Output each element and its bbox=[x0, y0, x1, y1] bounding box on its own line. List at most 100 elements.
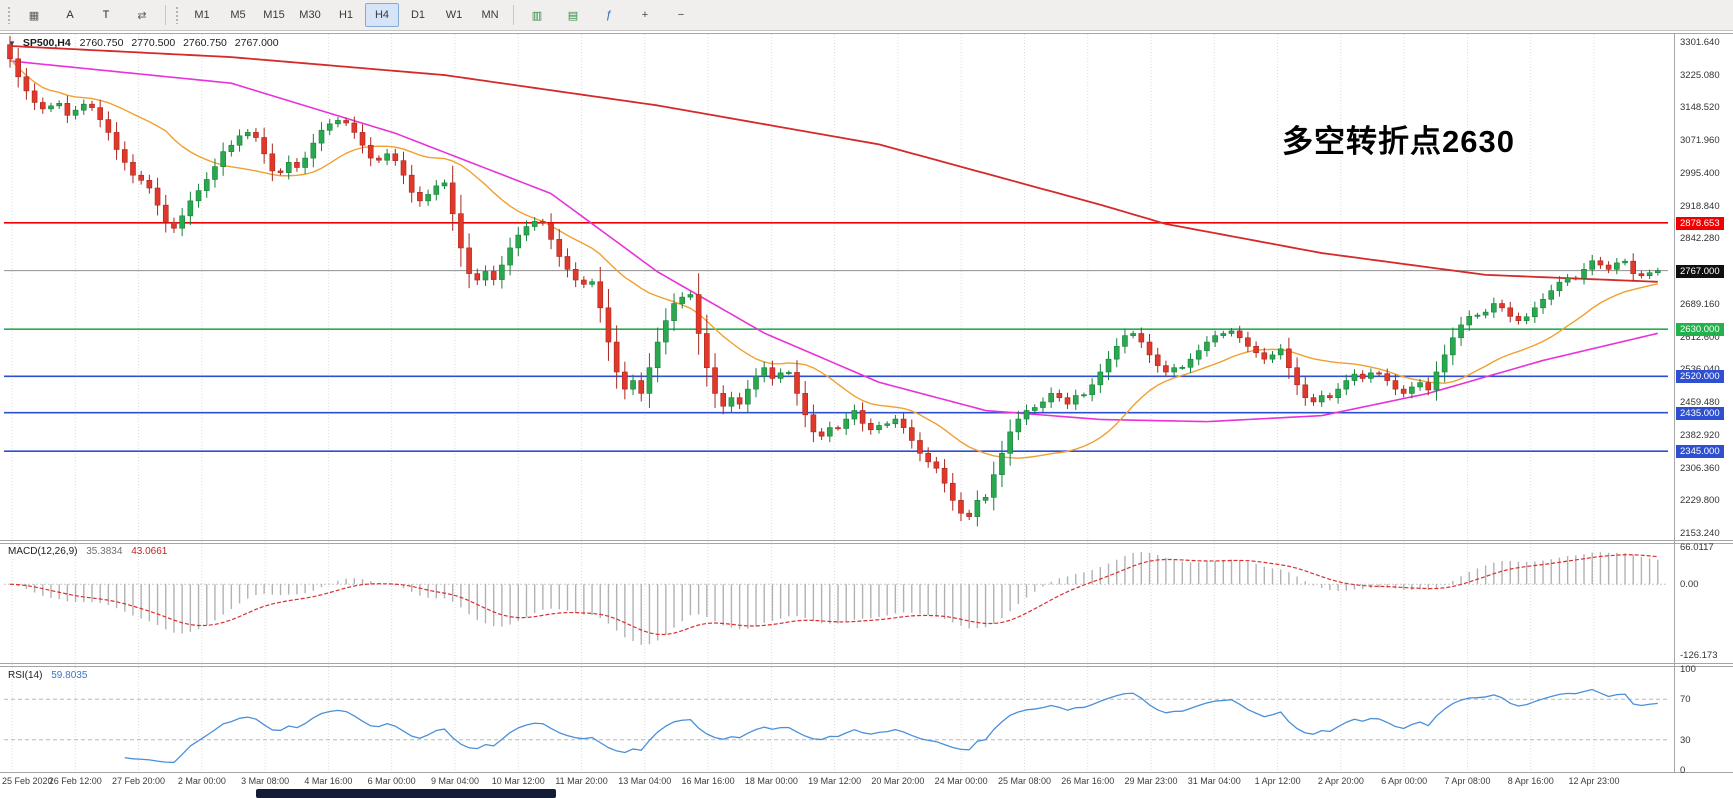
symbol-period-label: SP500,H4 bbox=[22, 37, 71, 49]
x-axis-label: 11 Mar 20:00 bbox=[555, 776, 608, 786]
timeframe-button-d1[interactable]: D1 bbox=[410, 9, 426, 21]
x-axis-label: 13 Mar 04:00 bbox=[618, 776, 672, 786]
macd-indicator-label: MACD(12,26,9) 35.3834 43.0661 bbox=[8, 546, 167, 557]
rsi-axis-label: 30 bbox=[1680, 734, 1691, 746]
chart-title: ▼ SP500,H4 2760.750 2770.500 2760.750 27… bbox=[8, 37, 284, 49]
timeframe-button-w1[interactable]: W1 bbox=[445, 9, 463, 21]
timeframe-button-h4[interactable]: H4 bbox=[365, 3, 399, 27]
x-axis-label: 10 Mar 12:00 bbox=[491, 776, 545, 786]
x-axis-label: 26 Feb 12:00 bbox=[48, 776, 102, 786]
rsi-indicator bbox=[4, 688, 1668, 764]
timeframe-button-m30[interactable]: M30 bbox=[299, 9, 321, 21]
toolbar-left-group: ▦ A T ⇄ bbox=[16, 3, 160, 27]
x-axis-label: 2 Apr 20:00 bbox=[1317, 776, 1364, 786]
x-axis-label: 6 Apr 00:00 bbox=[1381, 776, 1428, 786]
tile-windows-icon[interactable]: ▥ bbox=[531, 9, 543, 22]
cascade-windows-icon[interactable]: ▤ bbox=[567, 9, 579, 22]
x-axis-label: 9 Mar 04:00 bbox=[430, 776, 479, 786]
x-axis-label: 18 Mar 00:00 bbox=[744, 776, 798, 786]
rsi-axis-label: 70 bbox=[1680, 694, 1691, 706]
current-price-tag: 2767.000 bbox=[1676, 264, 1724, 278]
taskbar-fragment[interactable] bbox=[256, 789, 556, 798]
y-axis-label: 2918.840 bbox=[1680, 200, 1720, 212]
y-axis-label: 2459.480 bbox=[1680, 397, 1720, 409]
ohlc-low: 2760.750 bbox=[183, 37, 227, 49]
x-axis-label: 1 Apr 12:00 bbox=[1254, 776, 1301, 786]
zoom-out-icon[interactable]: − bbox=[677, 9, 685, 21]
toolbar-drag-handle[interactable] bbox=[7, 6, 12, 24]
x-axis-label: 12 Apr 23:00 bbox=[1568, 776, 1620, 786]
rsi-value: 59.8035 bbox=[51, 670, 88, 681]
macd-signal-line bbox=[9, 554, 1658, 636]
x-axis-label: 7 Apr 08:00 bbox=[1444, 776, 1491, 786]
candlestick-series bbox=[7, 35, 1661, 527]
macd-axis-label: 0.00 bbox=[1680, 579, 1699, 591]
toolbar-separator bbox=[165, 5, 166, 25]
timeframe-button-m1[interactable]: M1 bbox=[194, 9, 210, 21]
x-axis-label: 20 Mar 20:00 bbox=[871, 776, 925, 786]
ohlc-open: 2760.750 bbox=[79, 37, 124, 49]
rsi-axis-label: 100 bbox=[1680, 664, 1696, 675]
x-axis-label: 3 Mar 08:00 bbox=[241, 776, 290, 786]
price-tag-2630.000: 2630.000 bbox=[1676, 323, 1724, 337]
y-axis-label: 2306.360 bbox=[1680, 462, 1720, 474]
ma-mid-line bbox=[9, 60, 1658, 423]
moving-average-lines bbox=[9, 45, 1658, 459]
text-tool-icon[interactable]: T bbox=[102, 9, 110, 21]
x-axis-label: 6 Mar 00:00 bbox=[367, 776, 416, 786]
x-axis-label: 24 Mar 00:00 bbox=[934, 776, 988, 786]
y-axis-label: 3148.520 bbox=[1680, 102, 1720, 114]
pane-borders bbox=[0, 33, 1733, 773]
price-tag-2435.000: 2435.000 bbox=[1676, 406, 1724, 420]
timeframe-button-m5[interactable]: M5 bbox=[230, 9, 246, 21]
y-axis-label: 3301.640 bbox=[1680, 36, 1720, 48]
y-axis-label: 3071.960 bbox=[1680, 135, 1720, 147]
chart-text-annotation: 多空转折点2630 bbox=[1282, 124, 1515, 159]
ma-fast-line bbox=[9, 58, 1658, 459]
scroll-chart-icon[interactable]: ⇄ bbox=[137, 9, 147, 22]
timeframe-button-mn[interactable]: MN bbox=[481, 9, 499, 21]
macd-axis-label: -126.173 bbox=[1680, 650, 1718, 662]
macd-axis-label: 66.0117 bbox=[1680, 542, 1714, 554]
toolbar-right-group: ▥ ▤ ƒ + − bbox=[519, 3, 699, 27]
chart-window-icon[interactable]: ▦ bbox=[28, 9, 40, 22]
y-axis-label: 3225.080 bbox=[1680, 69, 1720, 81]
text-label-icon[interactable]: A bbox=[66, 9, 74, 21]
ma-slow-line bbox=[9, 45, 1658, 283]
symbol-dropdown-icon[interactable]: ▼ bbox=[8, 39, 16, 48]
y-axis-label: 2689.160 bbox=[1680, 298, 1720, 310]
toolbar-drag-handle[interactable] bbox=[175, 6, 180, 24]
indicators-icon[interactable]: ƒ bbox=[605, 9, 613, 21]
y-axis-label: 2995.400 bbox=[1680, 167, 1720, 179]
x-axis-label: 29 Mar 23:00 bbox=[1124, 776, 1178, 786]
price-tag-2345.000: 2345.000 bbox=[1676, 445, 1724, 459]
y-axis-label: 2153.240 bbox=[1680, 528, 1720, 540]
horizontal-level-lines[interactable] bbox=[4, 222, 1668, 452]
x-axis-label: 19 Mar 12:00 bbox=[808, 776, 862, 786]
x-axis-label: 25 Feb 2020 bbox=[2, 776, 53, 786]
toolbar: ▦ A T ⇄ M1 M5 M15 M30 H1 H4 D1 W1 MN ▥ ▤ ƒ + − bbox=[0, 0, 1733, 31]
macd-indicator bbox=[4, 551, 1668, 645]
rsi-line bbox=[124, 688, 1658, 764]
x-axis-label: 27 Feb 20:00 bbox=[112, 776, 166, 786]
price-tag-2520.000: 2520.000 bbox=[1676, 370, 1724, 384]
ohlc-close: 2767.000 bbox=[234, 37, 279, 49]
macd-signal-value: 43.0661 bbox=[131, 546, 168, 557]
timeframe-button-h1[interactable]: H1 bbox=[338, 9, 354, 21]
x-axis-label: 26 Mar 16:00 bbox=[1061, 776, 1115, 786]
x-axis-label: 25 Mar 08:00 bbox=[997, 776, 1051, 786]
x-axis-label: 16 Mar 16:00 bbox=[681, 776, 735, 786]
zoom-in-icon[interactable]: + bbox=[641, 9, 649, 21]
y-axis-label: 2842.280 bbox=[1680, 233, 1720, 245]
x-axis-label: 31 Mar 04:00 bbox=[1187, 776, 1241, 786]
x-axis-label: 4 Mar 16:00 bbox=[304, 776, 353, 786]
timeframe-group: M1 M5 M15 M30 H1 H4 D1 W1 MN bbox=[184, 3, 508, 27]
ohlc-high: 2770.500 bbox=[131, 37, 176, 49]
x-axis-label: 2 Mar 00:00 bbox=[177, 776, 226, 786]
macd-name: MACD(12,26,9) bbox=[8, 546, 78, 557]
timeframe-button-m15[interactable]: M15 bbox=[263, 9, 285, 21]
macd-main-value: 35.3834 bbox=[86, 546, 123, 557]
rsi-name: RSI(14) bbox=[8, 670, 43, 681]
toolbar-separator bbox=[513, 5, 514, 25]
